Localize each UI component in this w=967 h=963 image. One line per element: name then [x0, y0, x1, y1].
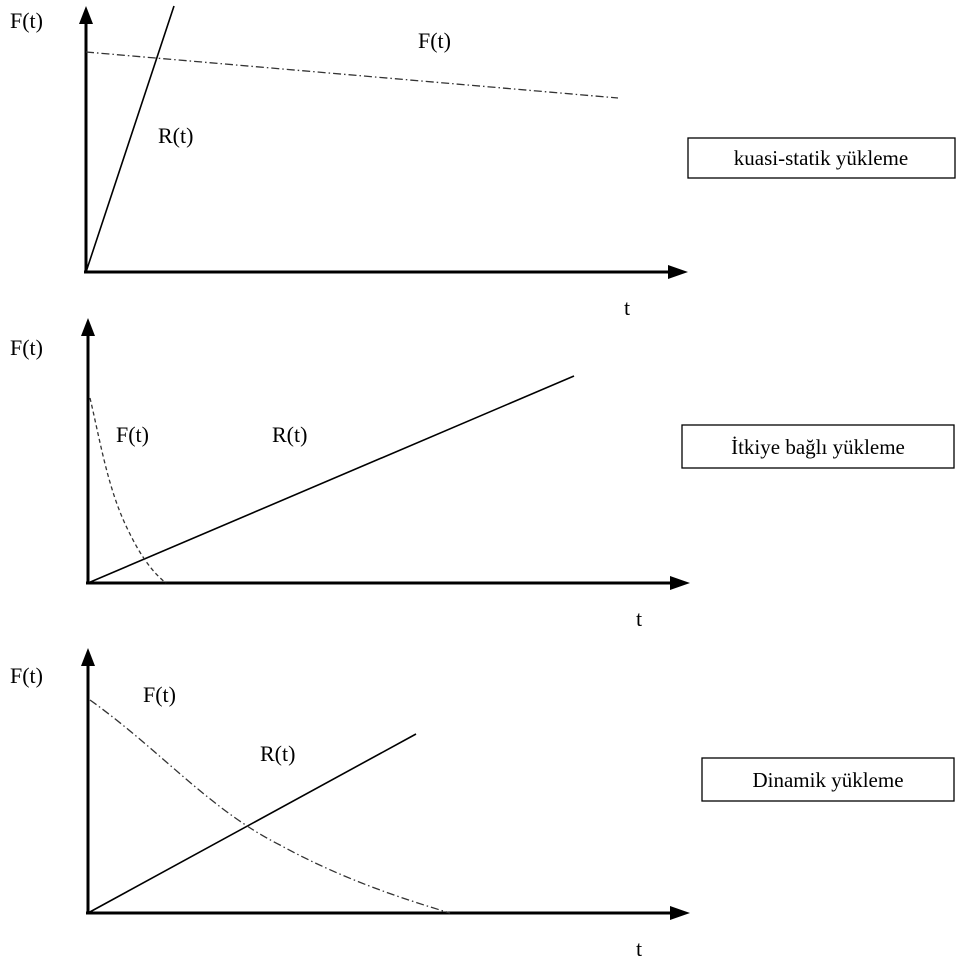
resistance-curve	[87, 375, 575, 584]
y-axis-label: F(t)	[10, 8, 43, 33]
panel-impulse: F(t) t F(t) R(t) İtkiye bağlı yükleme	[10, 318, 955, 631]
x-axis-arrowhead	[670, 576, 690, 590]
y-axis-label: F(t)	[10, 335, 43, 360]
panel-quasi-static: F(t) t F(t) R(t) kuasi-statik yükleme	[10, 5, 956, 320]
loading-type-box	[687, 137, 956, 179]
force-curve	[85, 51, 619, 99]
panel-dynamic: F(t) t F(t) R(t) Dinamik yükleme	[10, 648, 955, 961]
x-axis-arrowhead	[668, 265, 688, 279]
loading-type-label: İtkiye bağlı yükleme	[731, 435, 905, 459]
loading-type-label: kuasi-statik yükleme	[734, 146, 908, 170]
x-axis-label: t	[636, 936, 642, 961]
force-curve	[89, 397, 167, 584]
resistance-curve	[87, 733, 417, 914]
x-axis-label: t	[636, 606, 642, 631]
force-curve	[89, 699, 451, 914]
resistance-label: R(t)	[260, 741, 295, 766]
loading-type-box	[681, 424, 955, 469]
x-axis-label: t	[624, 295, 630, 320]
force-label: F(t)	[116, 422, 149, 447]
y-axis-arrowhead	[81, 318, 95, 336]
resistance-curve	[85, 5, 175, 273]
resistance-label: R(t)	[272, 422, 307, 447]
resistance-label: R(t)	[158, 123, 193, 148]
loading-type-box	[701, 757, 955, 802]
force-label: F(t)	[143, 682, 176, 707]
y-axis-arrowhead	[79, 6, 93, 24]
y-axis-label: F(t)	[10, 663, 43, 688]
x-axis-arrowhead	[670, 906, 690, 920]
force-label: F(t)	[418, 28, 451, 53]
loading-type-label: Dinamik yükleme	[752, 768, 903, 792]
y-axis-arrowhead	[81, 648, 95, 666]
